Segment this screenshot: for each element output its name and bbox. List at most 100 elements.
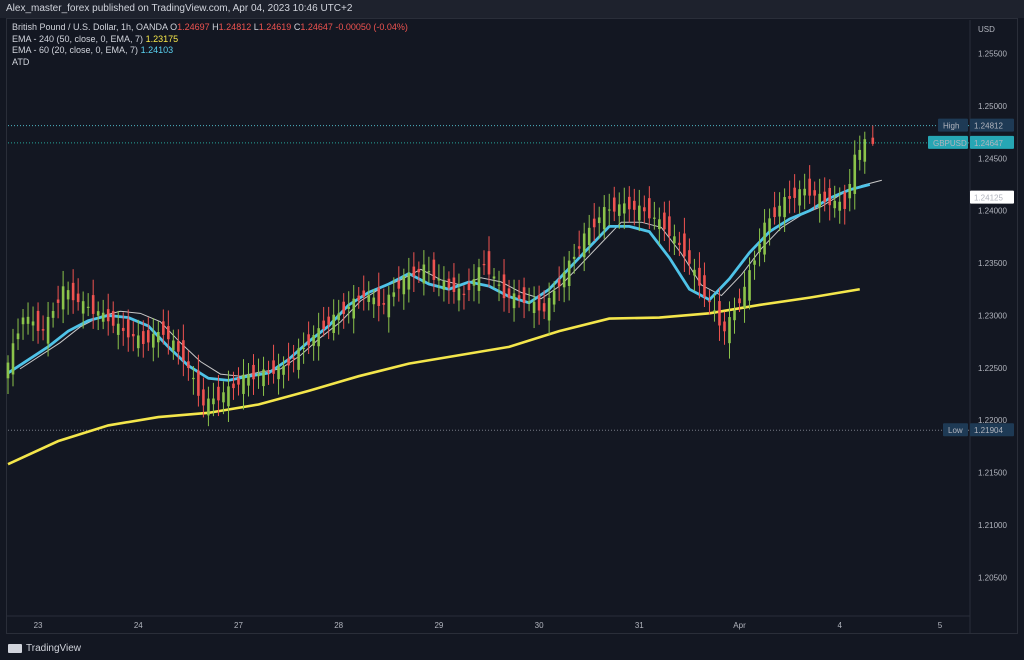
candle-body — [472, 279, 476, 286]
candle-body — [292, 357, 295, 359]
candle-body — [106, 309, 110, 322]
candle-body — [627, 196, 631, 210]
candle-body — [768, 218, 771, 232]
candle-body — [557, 279, 561, 287]
ema-thin-line — [19, 179, 882, 377]
candle-body — [76, 293, 80, 303]
candle-body — [257, 374, 260, 377]
candle-body — [387, 294, 391, 318]
candle-body — [282, 366, 285, 375]
candle-body — [397, 280, 401, 289]
candle-body — [743, 286, 746, 308]
candle-body — [297, 348, 300, 370]
candle-body — [778, 205, 781, 217]
y-tick-label: 1.23000 — [978, 311, 1007, 320]
candle-body — [678, 242, 681, 246]
candle-body — [56, 299, 60, 303]
candle-body — [367, 294, 371, 302]
candle-body — [242, 374, 245, 394]
candle-body — [517, 295, 521, 299]
candle-body — [182, 340, 185, 361]
y-tick-label: 1.20500 — [978, 573, 1007, 582]
y-tick-label: 1.24000 — [978, 207, 1007, 216]
current-price-badge — [970, 135, 1014, 149]
candle-body — [688, 250, 691, 264]
high-tag — [938, 118, 968, 132]
candle-body — [152, 333, 155, 348]
candle-body — [713, 310, 716, 312]
candle-body — [663, 212, 666, 230]
candle-body — [793, 187, 796, 198]
candle-body — [357, 295, 361, 301]
candle-body — [467, 282, 471, 291]
candle-body — [803, 188, 806, 196]
y-tick-label: 1.23500 — [978, 259, 1007, 268]
publish-bar: Alex_master_forex published on TradingVi… — [0, 0, 1024, 18]
candle-body — [758, 243, 761, 253]
candle-body — [217, 386, 220, 401]
candle-body — [247, 374, 250, 386]
low-label: L — [253, 22, 259, 32]
candle-body — [116, 323, 120, 335]
tradingview-logo[interactable]: TradingView — [8, 643, 81, 654]
candle-body — [392, 292, 396, 297]
candle-body — [212, 398, 215, 405]
high-badge-value: 1.24812 — [974, 122, 1003, 131]
close-value: 1.24647 — [300, 22, 333, 32]
current-badge-value: 1.24647 — [974, 139, 1003, 148]
candle-body — [482, 263, 486, 266]
footer-bar — [0, 640, 1024, 660]
candle-body — [86, 306, 90, 308]
candle-body — [126, 319, 130, 338]
candle-body — [648, 198, 651, 219]
candle-body — [838, 201, 842, 211]
candle-body — [552, 290, 556, 305]
candle-body — [617, 204, 621, 216]
candle-body — [26, 316, 30, 324]
candle-body — [853, 154, 857, 194]
candle-body — [362, 290, 366, 297]
candle-body — [653, 217, 656, 219]
current-tag-label: GBPUSD — [933, 139, 967, 148]
candle-body — [572, 256, 576, 259]
candle-body — [577, 246, 581, 249]
candle-body — [487, 251, 491, 275]
y-tick-label: 1.25000 — [978, 102, 1007, 111]
candle-body — [507, 288, 511, 298]
candle-body — [833, 200, 837, 209]
brand-label: TradingView — [26, 643, 82, 654]
high-label: H — [212, 22, 219, 32]
ema60-label: EMA - 60 (20, close, 0, EMA, 7) — [12, 45, 139, 55]
candle-body — [91, 295, 95, 314]
candle-body — [502, 274, 506, 299]
candle-body — [427, 271, 431, 273]
y-tick-label: 1.21000 — [978, 521, 1007, 530]
ema240-value: 1.23175 — [145, 33, 179, 44]
candle-body — [327, 316, 330, 325]
candle-body — [432, 259, 436, 280]
candle-body — [111, 311, 115, 326]
candle-body — [352, 298, 356, 319]
candle-body — [447, 278, 451, 289]
candle-body — [562, 272, 566, 288]
candle-body — [843, 192, 847, 209]
y-tick-label: 1.22000 — [978, 416, 1007, 425]
high-price-badge — [970, 118, 1014, 132]
candle-body — [177, 341, 180, 352]
candle-body — [537, 295, 541, 311]
candle-body — [131, 333, 135, 337]
candle-body — [532, 301, 536, 314]
candle-body — [136, 335, 140, 349]
chart-frame — [6, 18, 1018, 634]
candle-body — [683, 233, 686, 257]
x-tick-label: 24 — [134, 621, 143, 630]
currency-label: USD — [978, 25, 995, 34]
candle-body — [818, 193, 821, 208]
candle-body — [66, 290, 70, 300]
candle-body — [407, 272, 411, 290]
candle-body — [382, 303, 386, 305]
candle-body — [547, 297, 551, 321]
candle-body — [262, 369, 265, 387]
open-value: 1.24697 — [177, 22, 210, 32]
